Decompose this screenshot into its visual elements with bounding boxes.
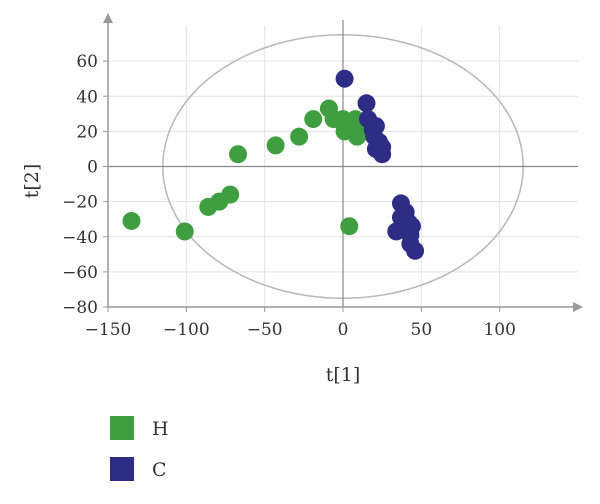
x-tick-label: 50 [411, 320, 433, 340]
point-h [122, 211, 141, 230]
point-c [357, 94, 376, 113]
x-tick-label: −100 [163, 320, 210, 340]
x-tick-label: −150 [85, 320, 132, 340]
data-points [122, 69, 425, 260]
x-tick-label: 100 [483, 320, 515, 340]
point-c [395, 215, 414, 234]
point-h [340, 217, 359, 236]
tick-labels: −150 −100 −50 0 50 100 60 40 20 0 −20 −40 −60 −80 [62, 52, 516, 340]
point-h [266, 136, 285, 155]
legend-swatch-h [110, 416, 134, 440]
point-h [221, 185, 240, 204]
x-tick-label: 0 [338, 320, 349, 340]
point-h [304, 110, 323, 129]
y-tick-label: 20 [76, 122, 98, 142]
point-c [406, 241, 425, 260]
x-tick-label: −50 [247, 320, 283, 340]
y-tick-label: −60 [62, 263, 98, 283]
point-h [290, 127, 309, 146]
y-tick-label: 60 [76, 52, 98, 72]
y-tick-label: 0 [87, 158, 98, 178]
point-h [175, 222, 194, 241]
legend-swatch-c [110, 457, 134, 481]
x-axis-label: t[1] [326, 364, 361, 386]
point-h [229, 145, 248, 164]
y-axis-label: t[2] [21, 164, 43, 199]
point-c [335, 69, 354, 88]
y-tick-label: −40 [62, 228, 98, 248]
y-tick-label: −80 [62, 298, 98, 318]
y-tick-label: −20 [62, 193, 98, 213]
legend-label-c: C [152, 459, 167, 481]
point-c [373, 145, 392, 164]
y-tick-label: 40 [76, 87, 98, 107]
legend-label-h: H [152, 418, 169, 440]
legend: HC [110, 416, 169, 481]
